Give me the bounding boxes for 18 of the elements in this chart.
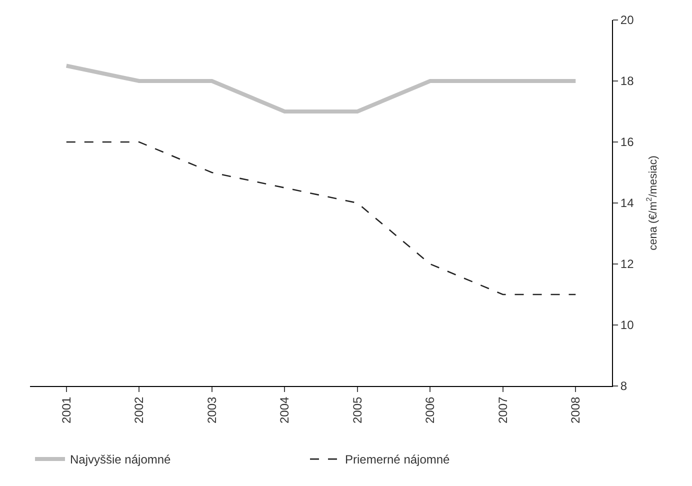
y-tick-label: 10: [620, 318, 634, 332]
x-tick-label: 2001: [59, 396, 74, 424]
x-tick-label: 2004: [278, 396, 292, 424]
y-tick-label: 12: [620, 257, 634, 272]
y-tick-label: 20: [620, 13, 634, 28]
x-tick-label: 2003: [204, 396, 219, 424]
line-series: [66, 141, 576, 296]
y-tick-label: 18: [620, 74, 634, 88]
y-tick-label: 16: [620, 135, 634, 150]
x-tick-label: 2002: [132, 396, 146, 424]
y-tick-label: 8: [620, 379, 628, 394]
legend-label: Najvyššie nájomné: [70, 452, 172, 467]
x-tick-label: 2006: [423, 396, 438, 424]
x-tick-label: 2007: [496, 396, 510, 424]
y-tick-label: 14: [620, 196, 634, 210]
x-tick-label: 2008: [568, 396, 583, 424]
legend-label: Priemerné nájomné: [345, 452, 450, 467]
x-tick-label: 2005: [350, 396, 364, 424]
